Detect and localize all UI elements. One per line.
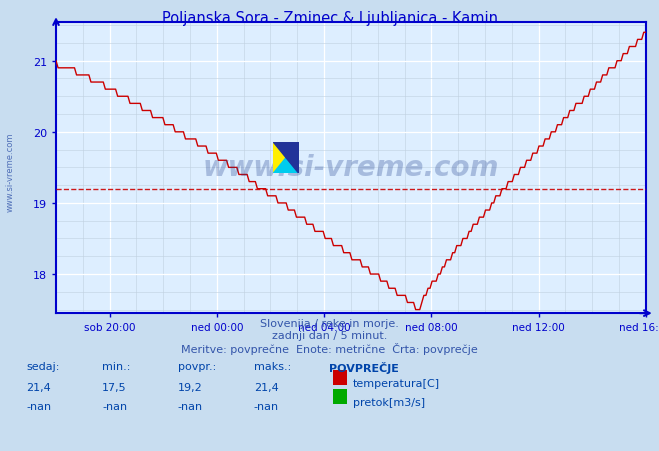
Text: POVPREČJE: POVPREČJE [330,361,399,373]
Text: min.:: min.: [102,361,130,371]
Polygon shape [286,143,299,174]
Text: -nan: -nan [254,401,279,411]
Text: Slovenija / reke in morje.: Slovenija / reke in morje. [260,318,399,328]
Text: -nan: -nan [26,401,51,411]
Text: maks.:: maks.: [254,361,291,371]
Text: pretok[m3/s]: pretok[m3/s] [353,397,424,407]
Text: zadnji dan / 5 minut.: zadnji dan / 5 minut. [272,330,387,340]
Text: -nan: -nan [178,401,203,411]
Text: www.si-vreme.com: www.si-vreme.com [203,154,499,182]
Text: 21,4: 21,4 [254,382,279,392]
Text: Poljanska Sora - Zminec & Ljubljanica - Kamin: Poljanska Sora - Zminec & Ljubljanica - … [161,11,498,26]
Polygon shape [273,143,286,174]
Text: 19,2: 19,2 [178,382,203,392]
Text: 17,5: 17,5 [102,382,127,392]
Text: Meritve: povprečne  Enote: metrične  Črta: povprečje: Meritve: povprečne Enote: metrične Črta:… [181,342,478,354]
Polygon shape [273,143,299,158]
Text: www.si-vreme.com: www.si-vreme.com [5,132,14,211]
Text: povpr.:: povpr.: [178,361,216,371]
Text: temperatura[C]: temperatura[C] [353,378,440,388]
Text: 21,4: 21,4 [26,382,51,392]
Text: -nan: -nan [102,401,127,411]
Polygon shape [273,158,299,174]
Text: sedaj:: sedaj: [26,361,60,371]
